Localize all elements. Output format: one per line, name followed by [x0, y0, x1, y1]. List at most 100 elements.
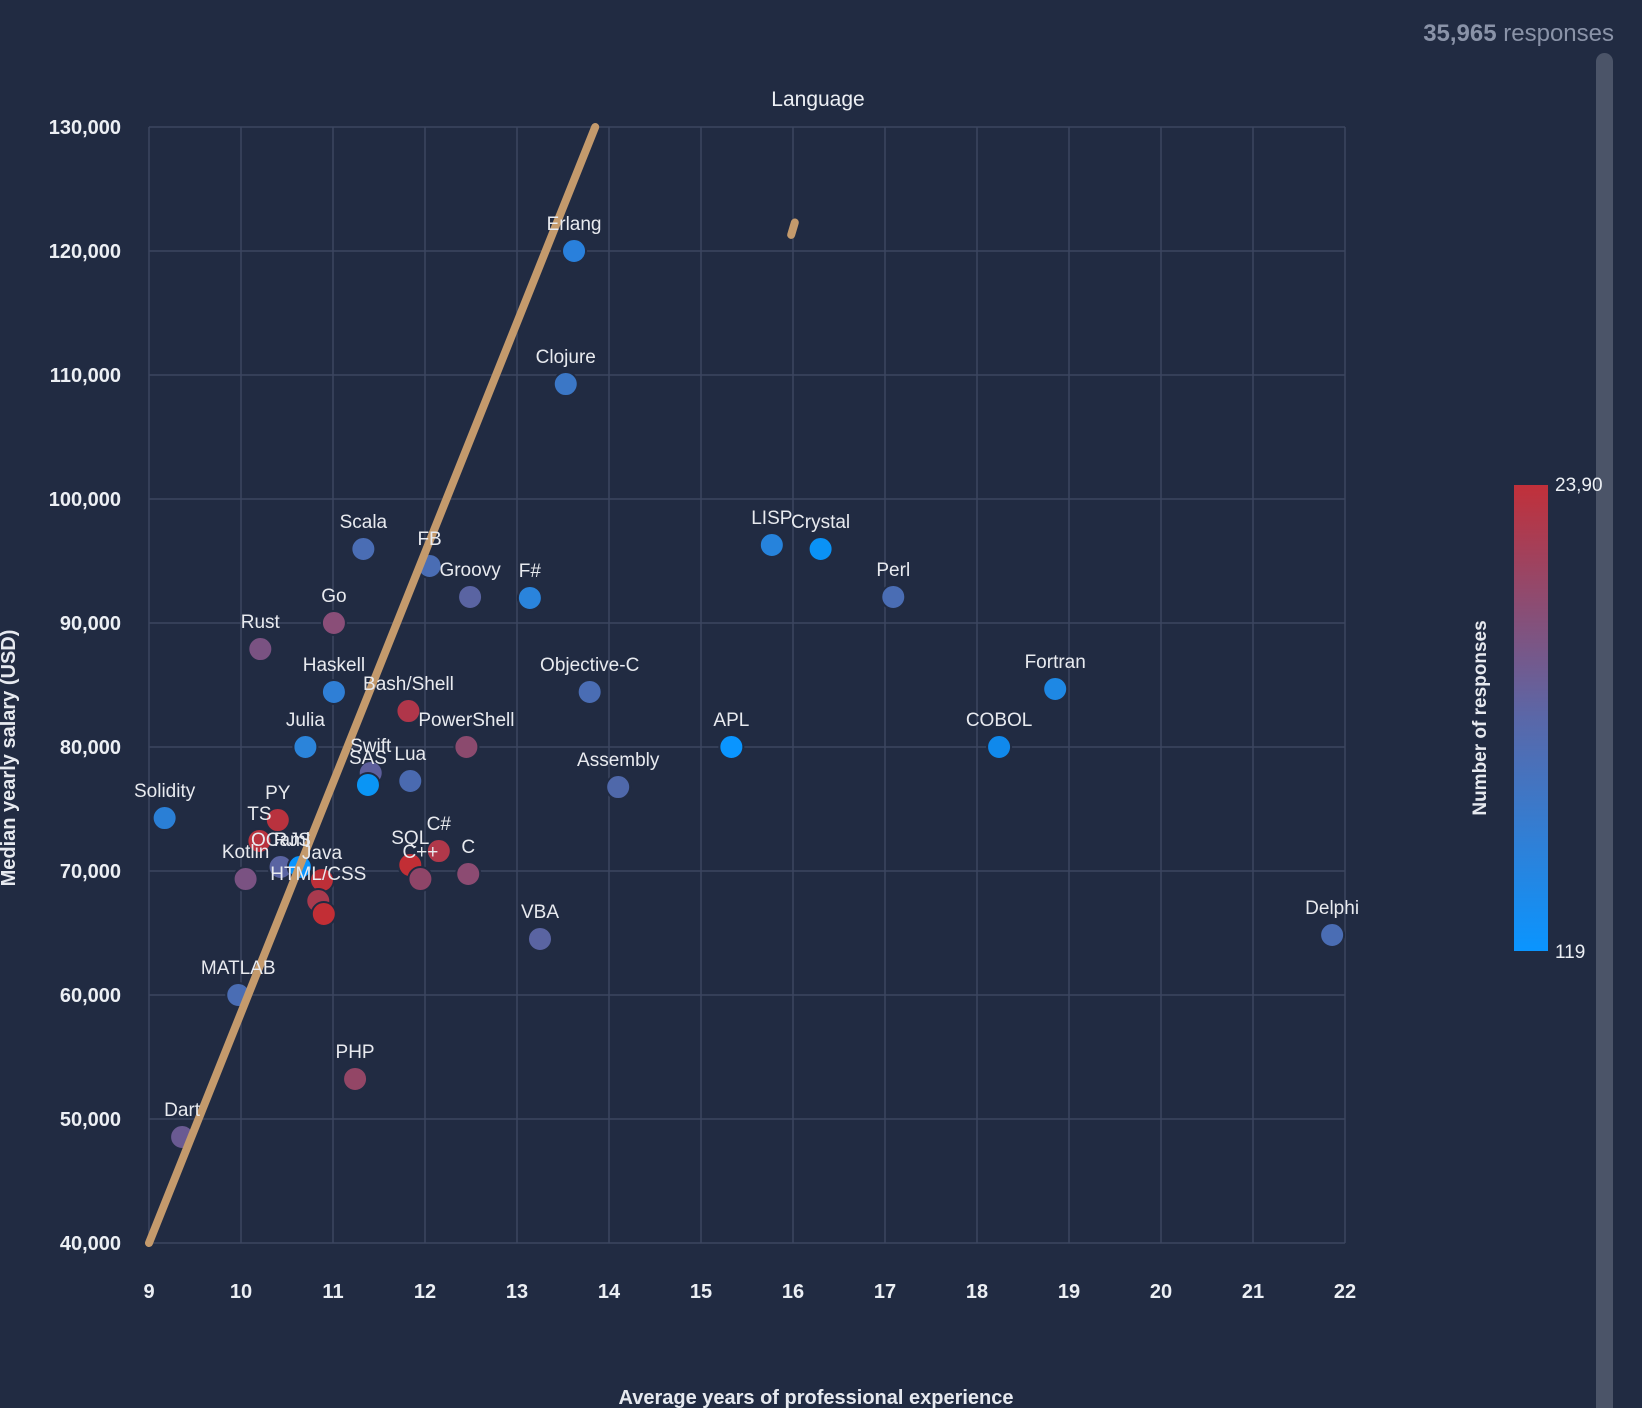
- response-count-number: 35,965: [1423, 20, 1497, 47]
- point-label: Kotlin: [222, 842, 270, 863]
- trendline-segment: [145, 123, 600, 1247]
- x-axis-title: Average years of professional experience: [619, 1387, 1014, 1408]
- point-label: Julia: [286, 710, 326, 731]
- data-point[interactable]: [292, 734, 319, 760]
- x-tick-label: 12: [414, 1281, 436, 1303]
- x-tick-label: 19: [1058, 1281, 1080, 1303]
- point-label: Solidity: [134, 781, 196, 802]
- data-point[interactable]: [320, 678, 347, 705]
- x-tick-label: 22: [1334, 1281, 1356, 1303]
- y-tick-label: 110,000: [50, 365, 121, 387]
- y-tick-label: 70,000: [60, 861, 121, 883]
- colorbar: 23,90 119 Number of responses: [1470, 475, 1603, 963]
- point-label: Erlang: [547, 214, 602, 235]
- data-point[interactable]: [758, 532, 785, 559]
- data-point[interactable]: [986, 734, 1013, 760]
- point-label: MATLAB: [201, 958, 276, 979]
- data-point[interactable]: [342, 1065, 369, 1092]
- point-label: C++: [402, 842, 438, 863]
- data-point[interactable]: [354, 771, 381, 798]
- data-point[interactable]: [455, 860, 482, 887]
- data-point[interactable]: [516, 584, 543, 611]
- point-label: Swift: [350, 736, 392, 757]
- x-tick-label: 20: [1150, 1281, 1172, 1303]
- data-point[interactable]: [1319, 921, 1346, 948]
- x-tick-label: 16: [782, 1281, 804, 1303]
- point-label: SQL: [391, 828, 429, 849]
- point-label: HTML/CSS: [270, 864, 366, 885]
- data-point[interactable]: [350, 535, 377, 562]
- point-label: Haskell: [303, 655, 365, 676]
- point-label: LISP: [751, 508, 792, 529]
- point-label: Rust: [241, 612, 281, 633]
- y-tick-label: 40,000: [60, 1233, 121, 1255]
- point-label: TS: [247, 804, 271, 825]
- x-axis-ticks: 9 10 11 12 13 14 15 16 17 18 19 20 21 22: [143, 1281, 1356, 1303]
- point-label: Fortran: [1025, 652, 1086, 673]
- point-label: Lua: [394, 744, 426, 765]
- x-tick-label: 21: [1242, 1281, 1264, 1303]
- point-label: Groovy: [439, 560, 501, 581]
- data-point[interactable]: [807, 535, 834, 562]
- data-point[interactable]: [246, 827, 273, 854]
- data-point[interactable]: [576, 678, 603, 705]
- y-axis-ticks: 40,000 50,000 60,000 70,000 80,000 90,000 100,…: [49, 117, 121, 1255]
- data-point[interactable]: [310, 901, 337, 928]
- point-label: Scala: [340, 512, 388, 533]
- y-tick-label: 50,000: [60, 1109, 121, 1131]
- data-point[interactable]: [232, 866, 259, 893]
- data-point[interactable]: [527, 925, 553, 952]
- x-tick-label: 17: [874, 1281, 896, 1303]
- point-label: OCaml: [251, 830, 310, 851]
- y-tick-label: 100,000: [49, 489, 121, 511]
- point-label: Dart: [164, 1100, 201, 1121]
- point-label: PowerShell: [418, 710, 514, 731]
- point-label: Perl: [876, 560, 910, 581]
- point-label: FB: [417, 529, 441, 550]
- point-label: PY: [265, 783, 291, 804]
- point-label: Bash/Shell: [363, 674, 454, 695]
- point-label: R: [274, 830, 288, 851]
- point-label: APL: [713, 710, 749, 731]
- x-tick-label: 9: [143, 1281, 154, 1303]
- colorbar-title: Number of responses: [1470, 620, 1491, 815]
- data-point[interactable]: [425, 838, 452, 865]
- data-point[interactable]: [320, 610, 347, 636]
- point-label: Go: [321, 586, 346, 607]
- data-point[interactable]: [151, 805, 178, 832]
- point-label: C#: [427, 814, 452, 835]
- data-point[interactable]: [718, 734, 745, 760]
- x-tick-label: 10: [230, 1281, 252, 1303]
- point-label: COBOL: [966, 710, 1033, 731]
- point-label: C: [461, 837, 475, 858]
- data-point[interactable]: [552, 371, 579, 398]
- trendline-fragment: [787, 218, 799, 239]
- response-count: 35,965 responses: [1423, 20, 1614, 48]
- point-label: Crystal: [791, 512, 850, 533]
- data-point[interactable]: [457, 583, 484, 610]
- x-tick-label: 15: [690, 1281, 712, 1303]
- data-point[interactable]: [264, 807, 291, 834]
- data-point[interactable]: [247, 636, 274, 663]
- chart-title: Language: [771, 88, 864, 111]
- data-point[interactable]: [880, 583, 907, 610]
- data-point[interactable]: [407, 866, 434, 893]
- data-point[interactable]: [453, 734, 480, 760]
- point-label: F#: [519, 561, 542, 582]
- y-axis-title: Median yearly salary (USD): [0, 630, 20, 887]
- point-label: SAS: [349, 748, 387, 769]
- data-point[interactable]: [1042, 675, 1069, 702]
- scrollbar[interactable]: [1596, 53, 1613, 1408]
- data-point[interactable]: [395, 698, 422, 725]
- point-label: Objective-C: [540, 655, 639, 676]
- data-point[interactable]: [397, 767, 424, 794]
- data-point[interactable]: [561, 238, 588, 264]
- y-tick-label: 120,000: [49, 241, 121, 263]
- colorbar-min-label: 119: [1555, 942, 1585, 963]
- point-label: JS: [289, 830, 311, 851]
- x-tick-label: 14: [598, 1281, 621, 1303]
- data-points: [151, 238, 1346, 1150]
- point-label: Java: [302, 843, 343, 864]
- data-point[interactable]: [605, 774, 632, 801]
